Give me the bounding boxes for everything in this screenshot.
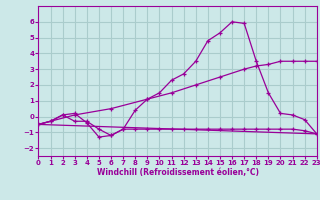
X-axis label: Windchill (Refroidissement éolien,°C): Windchill (Refroidissement éolien,°C) — [97, 168, 259, 177]
